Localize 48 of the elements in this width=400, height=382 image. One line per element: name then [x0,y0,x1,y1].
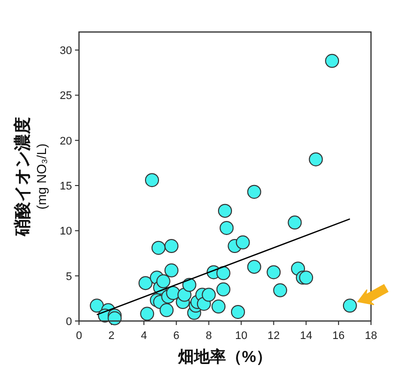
point [140,306,154,321]
point [202,288,216,302]
x-tick-label: 14 [300,330,312,342]
x-tick-label: 8 [206,330,212,342]
point [164,263,178,278]
x-tick-label: 0 [76,330,82,342]
y-tick-label: 10 [60,226,72,238]
point [236,235,250,250]
point [247,260,262,274]
y-tick-label: 25 [60,90,72,102]
point [138,276,153,290]
point [230,304,245,319]
point [299,270,314,285]
point [182,278,196,292]
point [288,216,302,230]
x-tick-label: 6 [173,330,180,342]
point [151,240,166,255]
point [90,298,104,313]
point [108,311,122,326]
y-tick-label: 20 [60,135,72,148]
point [220,220,234,235]
point [160,303,174,318]
point [247,184,262,199]
point [212,300,226,314]
point [177,288,192,302]
point [164,239,178,254]
x-axis-title: 畑地率（%） [176,347,272,366]
point [308,152,323,166]
point [273,283,288,298]
point [218,204,232,218]
x-tick-label: 10 [235,330,248,342]
x-tick-label: 12 [268,330,280,342]
point [216,266,230,280]
point [216,282,230,296]
point [156,274,170,288]
point [266,265,281,280]
y-tick-label: 30 [60,45,72,58]
x-tick-label: 18 [364,330,378,342]
x-tick-label: 16 [332,330,345,342]
y-tick-label: 5 [66,270,72,283]
y-tick-label: 15 [60,180,72,193]
y-tick-label: 0 [66,316,72,328]
x-tick-label: 4 [140,330,147,342]
point [145,173,159,188]
point [325,54,340,68]
point [342,298,357,313]
y-axis-title: 硝酸イオン濃度 (mg NO₃/L) [13,117,49,237]
x-tick-label: 2 [108,330,115,342]
